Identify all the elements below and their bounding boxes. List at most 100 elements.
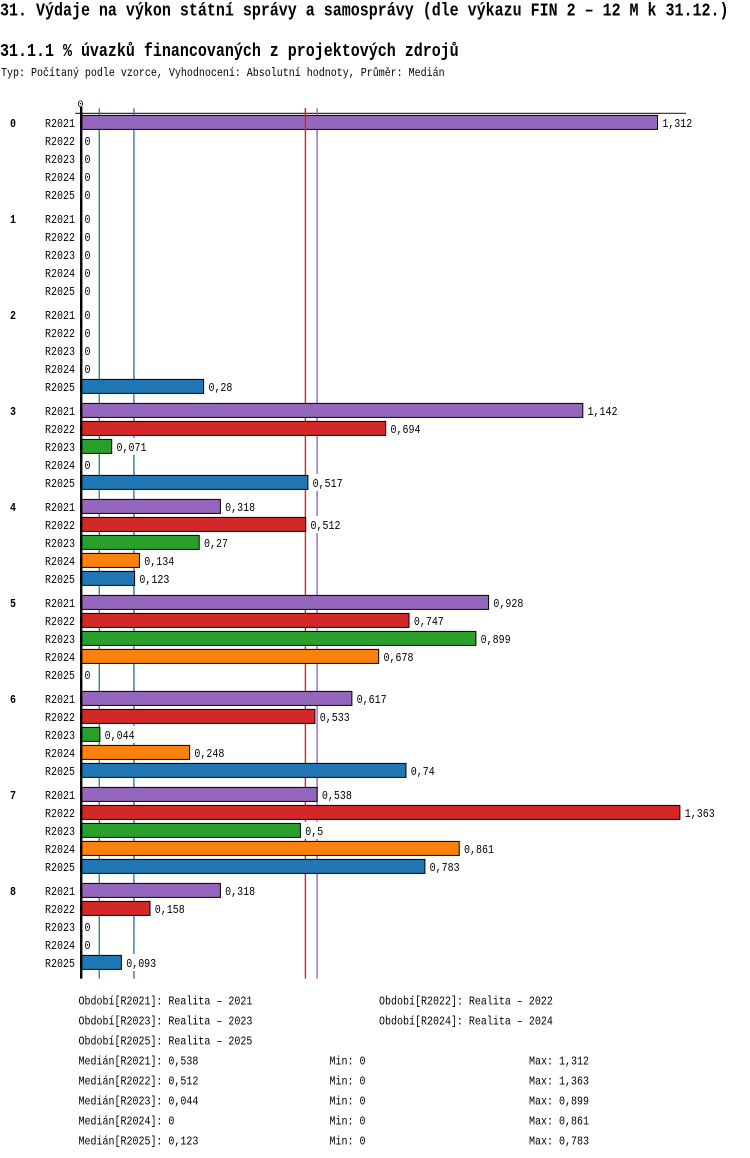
svg-text:0,248: 0,248 xyxy=(194,748,224,761)
svg-text:R2021: R2021 xyxy=(45,598,75,611)
svg-text:R2023: R2023 xyxy=(45,826,75,839)
svg-text:1: 1 xyxy=(10,214,16,227)
svg-text:Max: 0,861: Max: 0,861 xyxy=(529,1116,589,1129)
svg-text:R2021: R2021 xyxy=(45,310,75,323)
svg-text:0,512: 0,512 xyxy=(310,520,340,533)
svg-text:R2023: R2023 xyxy=(45,538,75,551)
svg-text:Období[R2025]: Realita – 2025: Období[R2025]: Realita – 2025 xyxy=(79,1036,253,1049)
svg-text:0: 0 xyxy=(85,922,91,935)
svg-text:0,747: 0,747 xyxy=(414,616,444,629)
svg-text:31. Výdaje na výkon státní spr: 31. Výdaje na výkon státní správy a samo… xyxy=(0,1,728,22)
svg-text:R2024: R2024 xyxy=(45,364,75,377)
svg-text:0: 0 xyxy=(85,190,91,203)
svg-text:0,899: 0,899 xyxy=(481,634,511,647)
svg-text:R2024: R2024 xyxy=(45,268,75,281)
svg-text:R2022: R2022 xyxy=(45,808,75,821)
svg-text:0,783: 0,783 xyxy=(430,862,460,875)
svg-text:Min: 0: Min: 0 xyxy=(330,1136,366,1149)
svg-text:0: 0 xyxy=(85,232,91,245)
svg-text:0: 0 xyxy=(85,172,91,185)
svg-text:31.1.1 % úvazků financovaných: 31.1.1 % úvazků financovaných z projekto… xyxy=(0,42,459,63)
svg-text:0: 0 xyxy=(85,328,91,341)
svg-text:0,5: 0,5 xyxy=(305,826,323,839)
svg-text:0,044: 0,044 xyxy=(105,730,135,743)
svg-text:R2025: R2025 xyxy=(45,766,75,779)
svg-text:R2023: R2023 xyxy=(45,730,75,743)
svg-text:R2022: R2022 xyxy=(45,424,75,437)
svg-text:0: 0 xyxy=(85,670,91,683)
svg-text:R2021: R2021 xyxy=(45,694,75,707)
svg-text:0: 0 xyxy=(85,346,91,359)
svg-text:R2022: R2022 xyxy=(45,712,75,725)
svg-text:1,142: 1,142 xyxy=(588,406,618,419)
svg-text:R2021: R2021 xyxy=(45,502,75,515)
svg-text:R2024: R2024 xyxy=(45,652,75,665)
svg-text:0,318: 0,318 xyxy=(225,502,255,515)
svg-text:0,74: 0,74 xyxy=(411,766,435,779)
svg-text:R2024: R2024 xyxy=(45,460,75,473)
svg-text:1,363: 1,363 xyxy=(685,808,715,821)
svg-text:Období[R2022]: Realita – 2022: Období[R2022]: Realita – 2022 xyxy=(379,996,553,1009)
svg-text:0: 0 xyxy=(85,940,91,953)
svg-text:0,093: 0,093 xyxy=(126,958,156,971)
svg-text:0: 0 xyxy=(85,250,91,263)
svg-text:R2025: R2025 xyxy=(45,670,75,683)
svg-text:Období[R2024]: Realita – 2024: Období[R2024]: Realita – 2024 xyxy=(379,1016,553,1029)
svg-text:2: 2 xyxy=(10,310,16,323)
svg-text:0,928: 0,928 xyxy=(493,598,523,611)
svg-text:R2024: R2024 xyxy=(45,844,75,857)
svg-text:0,861: 0,861 xyxy=(464,844,494,857)
svg-text:R2025: R2025 xyxy=(45,478,75,491)
svg-text:R2023: R2023 xyxy=(45,154,75,167)
svg-text:0,134: 0,134 xyxy=(144,556,174,569)
svg-text:0: 0 xyxy=(85,154,91,167)
svg-text:0: 0 xyxy=(85,310,91,323)
svg-text:R2025: R2025 xyxy=(45,958,75,971)
svg-text:Max: 0,783: Max: 0,783 xyxy=(529,1136,589,1149)
svg-text:R2025: R2025 xyxy=(45,574,75,587)
svg-text:7: 7 xyxy=(10,790,16,803)
svg-text:Medián[R2023]: 0,044: Medián[R2023]: 0,044 xyxy=(79,1096,199,1109)
svg-text:R2025: R2025 xyxy=(45,190,75,203)
svg-text:Min: 0: Min: 0 xyxy=(330,1116,366,1129)
svg-text:Min: 0: Min: 0 xyxy=(330,1076,366,1089)
svg-text:0,678: 0,678 xyxy=(383,652,413,665)
svg-text:R2023: R2023 xyxy=(45,442,75,455)
svg-text:0,538: 0,538 xyxy=(322,790,352,803)
svg-text:R2021: R2021 xyxy=(45,790,75,803)
svg-text:0,517: 0,517 xyxy=(313,478,343,491)
svg-text:5: 5 xyxy=(10,598,16,611)
svg-text:0,318: 0,318 xyxy=(225,886,255,899)
svg-text:0: 0 xyxy=(85,460,91,473)
svg-text:6: 6 xyxy=(10,694,16,707)
svg-text:R2022: R2022 xyxy=(45,616,75,629)
svg-text:R2025: R2025 xyxy=(45,382,75,395)
svg-text:0: 0 xyxy=(85,136,91,149)
svg-text:Medián[R2024]: 0: Medián[R2024]: 0 xyxy=(79,1116,175,1129)
svg-text:R2025: R2025 xyxy=(45,862,75,875)
svg-text:R2024: R2024 xyxy=(45,748,75,761)
svg-text:Období[R2023]: Realita – 2023: Období[R2023]: Realita – 2023 xyxy=(79,1016,253,1029)
svg-text:1,312: 1,312 xyxy=(662,118,692,131)
svg-text:3: 3 xyxy=(10,406,16,419)
svg-text:8: 8 xyxy=(10,886,16,899)
svg-text:R2022: R2022 xyxy=(45,232,75,245)
svg-text:Medián[R2021]: 0,538: Medián[R2021]: 0,538 xyxy=(79,1056,199,1069)
svg-text:Období[R2021]: Realita – 2021: Období[R2021]: Realita – 2021 xyxy=(79,996,253,1009)
svg-text:Max: 1,363: Max: 1,363 xyxy=(529,1076,589,1089)
svg-text:R2024: R2024 xyxy=(45,556,75,569)
svg-text:Max: 0,899: Max: 0,899 xyxy=(529,1096,589,1109)
svg-text:Max: 1,312: Max: 1,312 xyxy=(529,1056,589,1069)
svg-text:Typ: Počítaný podle vzorce, Vy: Typ: Počítaný podle vzorce, Vyhodnocení:… xyxy=(1,66,445,80)
svg-text:0,694: 0,694 xyxy=(391,424,421,437)
svg-text:Min: 0: Min: 0 xyxy=(330,1056,366,1069)
svg-text:R2022: R2022 xyxy=(45,904,75,917)
svg-text:0,071: 0,071 xyxy=(117,442,147,455)
svg-text:4: 4 xyxy=(10,502,16,515)
svg-text:R2021: R2021 xyxy=(45,406,75,419)
svg-text:R2023: R2023 xyxy=(45,346,75,359)
svg-text:R2021: R2021 xyxy=(45,214,75,227)
svg-text:R2022: R2022 xyxy=(45,136,75,149)
svg-text:R2023: R2023 xyxy=(45,250,75,263)
svg-text:0: 0 xyxy=(85,364,91,377)
